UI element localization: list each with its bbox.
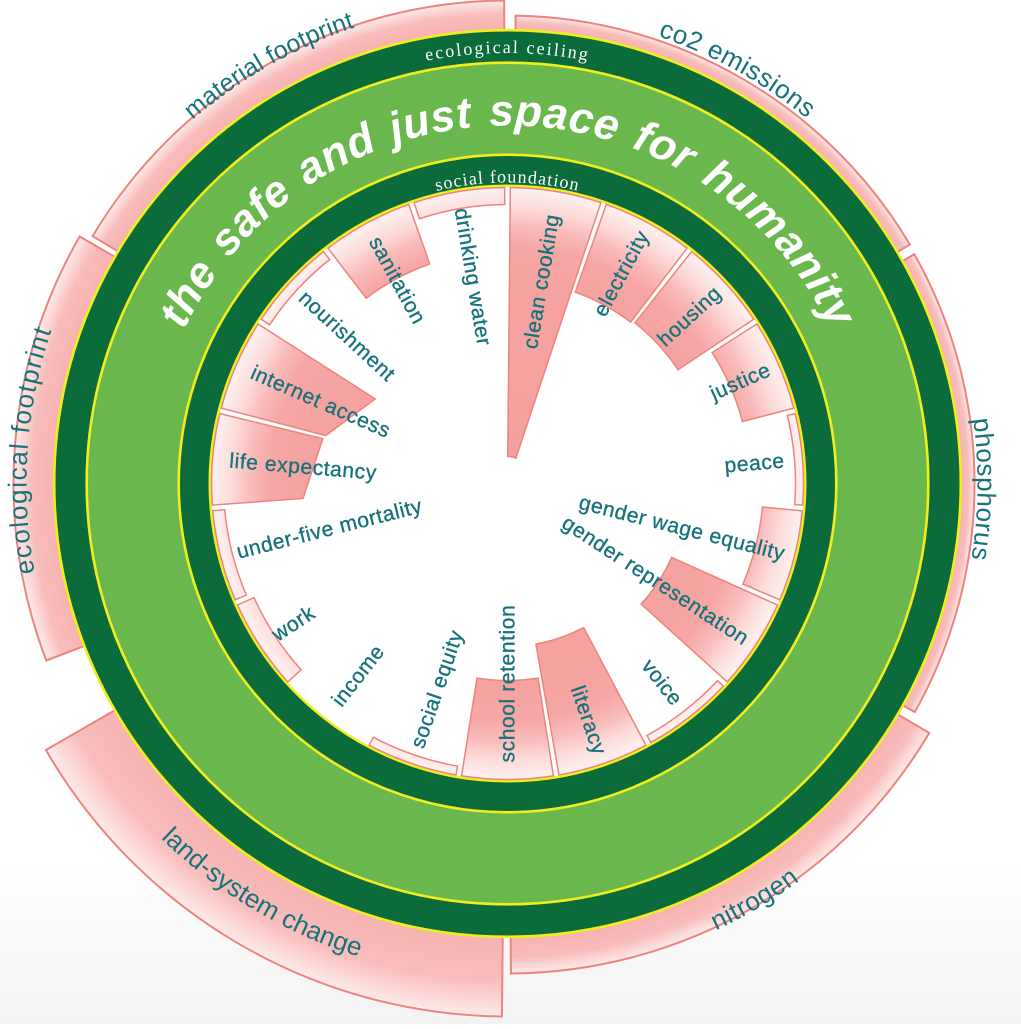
svg-text:peace: peace <box>724 450 786 478</box>
svg-text:school retention: school retention <box>497 605 520 763</box>
